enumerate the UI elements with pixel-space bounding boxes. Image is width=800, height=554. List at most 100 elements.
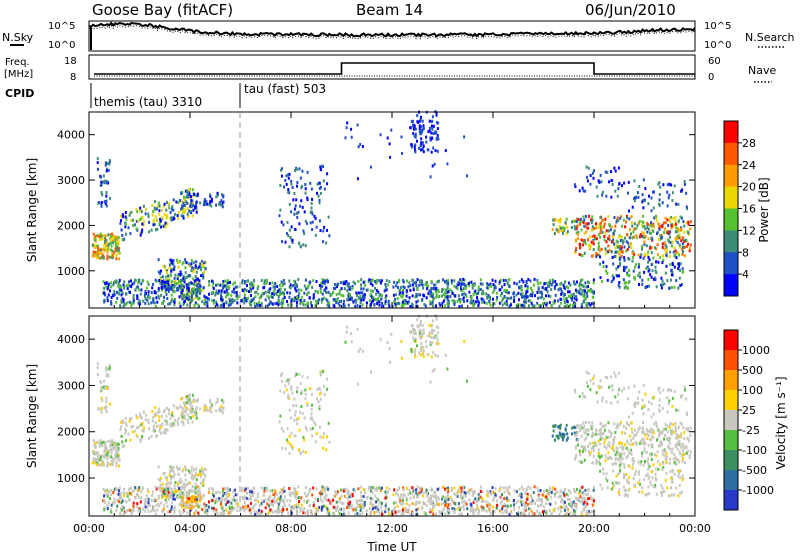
power-cell — [646, 226, 649, 230]
power-cell — [112, 283, 115, 287]
power-cell — [355, 291, 358, 295]
power-cell — [517, 291, 520, 295]
velocity-cell — [380, 501, 383, 505]
power-cell — [307, 301, 310, 305]
power-cell — [159, 217, 162, 221]
velocity-cell — [243, 489, 246, 493]
power-cell — [684, 183, 686, 186]
velocity-cell — [190, 476, 193, 480]
power-cell — [529, 279, 532, 283]
velocity-cell — [194, 509, 197, 513]
velocity-cell — [308, 504, 311, 508]
power-cell — [631, 205, 634, 209]
power-cell — [181, 278, 184, 282]
velocity-cell — [181, 396, 184, 400]
velocity-cell — [354, 508, 357, 512]
velocity-cell — [585, 504, 588, 508]
power-cell — [441, 289, 443, 293]
power-cell — [187, 289, 190, 293]
velocity-cell — [162, 410, 165, 414]
power-cell — [674, 230, 677, 234]
velocity-cell — [294, 487, 297, 491]
power-cell — [613, 255, 616, 258]
velocity-cell — [562, 491, 565, 495]
power-cell — [311, 228, 314, 231]
power-cell — [104, 246, 107, 250]
velocity-cell — [306, 500, 308, 504]
power-cell — [159, 281, 162, 285]
power-cell — [447, 304, 450, 308]
power-cell — [585, 225, 588, 229]
velocity-cell — [140, 489, 143, 493]
velocity-cell — [218, 497, 221, 501]
power-cell — [421, 148, 424, 152]
power-cell — [158, 296, 161, 300]
velocity-cell — [118, 458, 121, 462]
velocity-cell — [249, 497, 252, 501]
power-cell — [392, 300, 395, 304]
velocity-cell — [347, 502, 350, 506]
power-cell — [192, 208, 195, 212]
power-cell — [578, 189, 581, 193]
power-cell — [416, 287, 419, 291]
power-cell — [607, 244, 610, 248]
velocity-cell — [211, 498, 214, 502]
power-cell — [677, 286, 680, 290]
power-cell — [662, 258, 665, 262]
velocity-cell — [479, 485, 482, 489]
power-cell — [246, 284, 248, 288]
power-cell — [565, 217, 568, 221]
cpid-mode-1: tau (fast) 503 — [244, 82, 326, 96]
power-cell — [655, 260, 657, 264]
power-cell — [421, 119, 424, 123]
velocity-cell — [105, 396, 108, 400]
velocity-cell — [418, 491, 421, 495]
velocity-cell — [402, 488, 405, 492]
velocity-cell — [197, 485, 199, 489]
power-cell — [179, 273, 182, 277]
power-cell — [586, 291, 588, 295]
velocity-cell — [533, 485, 536, 489]
velocity-cell — [569, 511, 572, 515]
velocity-cell — [155, 504, 158, 508]
power-cell — [621, 250, 624, 254]
velocity-cell — [176, 420, 179, 424]
power-cell — [249, 282, 251, 286]
velocity-cell — [549, 486, 552, 490]
velocity-cell — [415, 512, 418, 516]
velocity-cell — [105, 387, 108, 390]
power-cell — [505, 288, 508, 292]
power-cell — [225, 284, 228, 288]
power-cell — [414, 148, 416, 152]
velocity-cell — [473, 510, 476, 514]
velocity-cell — [536, 498, 539, 502]
power-cell — [689, 220, 692, 224]
velocity-cell — [178, 487, 181, 491]
power-cell — [408, 296, 411, 300]
velocity-cell — [358, 505, 360, 508]
velocity-cell — [307, 498, 310, 502]
velocity-cell — [350, 504, 353, 508]
power-cell — [445, 279, 448, 283]
power-cell — [157, 289, 160, 293]
velocity-cell — [527, 507, 530, 511]
power-cell — [674, 249, 677, 253]
velocity-cell — [206, 512, 209, 516]
power-cell — [419, 118, 422, 122]
power-cell — [436, 127, 439, 131]
power-cell — [602, 265, 605, 269]
power-cell — [211, 285, 214, 289]
power-cell — [558, 304, 561, 308]
power-cell — [587, 226, 590, 230]
power-cell — [640, 253, 643, 257]
power-cell — [592, 281, 595, 285]
velocity-cell — [281, 512, 283, 516]
power-cell — [682, 246, 685, 250]
power-cell — [363, 295, 366, 299]
velocity-cell — [154, 513, 157, 516]
velocity-cell — [224, 503, 227, 507]
velocity-cell — [378, 508, 381, 512]
power-cell — [101, 252, 104, 256]
velocity-cell — [107, 490, 110, 494]
power-cell — [141, 228, 144, 232]
